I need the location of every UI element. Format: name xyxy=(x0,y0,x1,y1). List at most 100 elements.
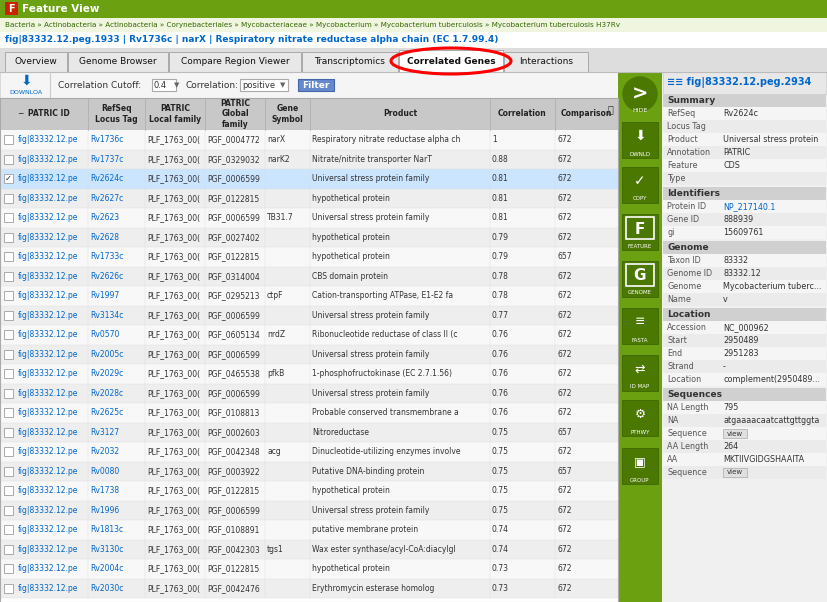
Text: PATRIC: PATRIC xyxy=(723,148,750,157)
Text: Rv2624c: Rv2624c xyxy=(90,174,123,183)
Text: PLF_1763_00(: PLF_1763_00( xyxy=(147,369,200,378)
Text: -: - xyxy=(723,362,726,371)
Bar xyxy=(0,325,618,344)
Text: fig|83332.12.pe: fig|83332.12.pe xyxy=(18,350,79,359)
Bar xyxy=(4,544,13,553)
Bar xyxy=(298,79,334,91)
Text: ⬇: ⬇ xyxy=(634,129,646,143)
Text: AA Length: AA Length xyxy=(667,442,708,451)
Text: Genome: Genome xyxy=(667,282,701,291)
Bar xyxy=(4,174,13,183)
Text: ✓: ✓ xyxy=(5,174,12,183)
Text: 2951283: 2951283 xyxy=(723,349,758,358)
Text: 0.88: 0.88 xyxy=(492,155,509,164)
Text: Genome: Genome xyxy=(667,243,709,252)
Text: ctpF: ctpF xyxy=(267,291,284,300)
Bar xyxy=(4,213,13,222)
Text: Location: Location xyxy=(667,375,701,384)
Text: Strand: Strand xyxy=(667,362,694,371)
Text: Rv2032: Rv2032 xyxy=(90,447,119,456)
Text: Annotation: Annotation xyxy=(667,148,711,157)
Text: fig|83332.12.pe: fig|83332.12.pe xyxy=(18,526,79,534)
Text: CBS domain protein: CBS domain protein xyxy=(312,272,388,281)
Text: positive: positive xyxy=(242,81,275,90)
Bar xyxy=(4,486,13,495)
Text: ⓘ: ⓘ xyxy=(607,104,613,114)
Text: Rv2628: Rv2628 xyxy=(90,233,119,242)
Text: 0.81: 0.81 xyxy=(492,213,509,222)
Text: 672: 672 xyxy=(557,486,571,495)
Text: Rv1733c: Rv1733c xyxy=(90,252,123,261)
Text: 672: 672 xyxy=(557,526,571,534)
Bar xyxy=(626,264,654,286)
Text: Universal stress protein family: Universal stress protein family xyxy=(312,174,429,183)
Text: gi: gi xyxy=(667,228,674,237)
Text: Rv0570: Rv0570 xyxy=(90,330,119,340)
Text: PLF_1763_00(: PLF_1763_00( xyxy=(147,135,200,144)
Text: 2950489: 2950489 xyxy=(723,336,758,345)
Text: 657: 657 xyxy=(557,428,571,436)
Text: 0.79: 0.79 xyxy=(492,252,509,261)
Text: fig|83332.12.pe: fig|83332.12.pe xyxy=(18,233,79,242)
Text: atgaaaacaatcattgttggta: atgaaaacaatcattgttggta xyxy=(723,416,820,425)
Text: Rv2030c: Rv2030c xyxy=(90,584,123,593)
Bar xyxy=(622,355,658,391)
Bar xyxy=(5,74,47,96)
Text: Comparison: Comparison xyxy=(561,110,612,119)
Text: Compare Region Viewer: Compare Region Viewer xyxy=(180,57,289,66)
Bar xyxy=(0,500,618,520)
Text: Locus Tag: Locus Tag xyxy=(667,122,706,131)
Text: End: End xyxy=(667,349,682,358)
Text: Mycobacterium tuberc...: Mycobacterium tuberc... xyxy=(723,282,821,291)
Bar xyxy=(0,169,618,188)
Text: Genome ID: Genome ID xyxy=(667,269,712,278)
Text: Correlated Genes: Correlated Genes xyxy=(407,57,495,66)
Text: acg: acg xyxy=(267,447,280,456)
Bar xyxy=(622,400,658,436)
Text: Feature View: Feature View xyxy=(22,4,99,14)
Bar xyxy=(723,429,747,438)
Text: fig|83332.12.pe: fig|83332.12.pe xyxy=(18,291,79,300)
Bar xyxy=(4,467,13,476)
Bar xyxy=(663,159,826,172)
Text: 672: 672 xyxy=(557,174,571,183)
Text: fig|83332.12.pe: fig|83332.12.pe xyxy=(18,467,79,476)
Text: fig|83332.12.pe: fig|83332.12.pe xyxy=(18,506,79,515)
Text: PGF_0108813: PGF_0108813 xyxy=(207,408,260,417)
Text: 672: 672 xyxy=(557,584,571,593)
Text: narX: narX xyxy=(267,135,285,144)
Text: view: view xyxy=(727,430,743,436)
Text: ≡: ≡ xyxy=(635,315,645,329)
Bar xyxy=(663,146,826,159)
Text: PGF_0042476: PGF_0042476 xyxy=(207,584,260,593)
Text: PLF_1763_00(: PLF_1763_00( xyxy=(147,330,200,340)
Text: Filter: Filter xyxy=(303,81,330,90)
Text: PGF_0027402: PGF_0027402 xyxy=(207,233,260,242)
Text: 0.78: 0.78 xyxy=(492,272,509,281)
Text: Genome Browser: Genome Browser xyxy=(79,57,157,66)
Bar xyxy=(663,94,826,107)
Text: F: F xyxy=(8,4,15,13)
Text: nrdZ: nrdZ xyxy=(267,330,285,340)
Text: >: > xyxy=(632,84,648,104)
Bar xyxy=(663,427,826,440)
Text: narK2: narK2 xyxy=(267,155,289,164)
Text: 264: 264 xyxy=(723,442,739,451)
Bar xyxy=(4,252,13,261)
Text: Rv2623: Rv2623 xyxy=(90,213,119,222)
Text: AA: AA xyxy=(667,455,678,464)
Text: Bacteria » Actinobacteria » Actinobacteria » Corynebacteriales » Mycobacteriacea: Bacteria » Actinobacteria » Actinobacter… xyxy=(5,22,620,28)
Text: PLF_1763_00(: PLF_1763_00( xyxy=(147,194,200,203)
Bar xyxy=(4,155,13,164)
Bar xyxy=(4,291,13,300)
Text: FEATURE: FEATURE xyxy=(628,243,653,249)
Text: Product: Product xyxy=(383,110,417,119)
Text: PGF_0605134: PGF_0605134 xyxy=(207,330,260,340)
Text: 672: 672 xyxy=(557,545,571,554)
Bar xyxy=(663,373,826,386)
Bar xyxy=(4,388,13,397)
Text: PLF_1763_00(: PLF_1763_00( xyxy=(147,252,200,261)
Text: ─  PATRIC ID: ─ PATRIC ID xyxy=(18,110,69,119)
Text: v: v xyxy=(723,295,728,304)
Text: 672: 672 xyxy=(557,233,571,242)
